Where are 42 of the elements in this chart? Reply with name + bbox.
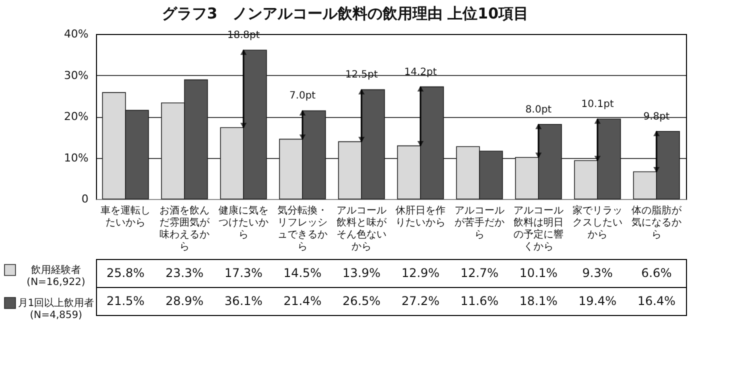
x-tick-label: 休肝日を作りたいから	[396, 206, 446, 228]
data-label: 16.4%	[637, 294, 676, 308]
data-label: 36.1%	[224, 294, 263, 308]
chart-title: グラフ3 ノンアルコール飲料の飲用理由 上位10項目	[162, 4, 529, 22]
x-tick-label: 体の脂肪が気になるから	[632, 204, 682, 240]
data-label: 28.9%	[165, 294, 204, 308]
data-label: 25.8%	[106, 266, 145, 280]
x-tick-label: 健康に気をつけたいから	[218, 204, 268, 240]
x-tick-label: 家でリラックスしたいから	[572, 204, 622, 240]
legend-label: 飲用経験者 (N=16,922)	[26, 264, 86, 288]
data-label: 10.1%	[519, 266, 558, 280]
data-label: 9.3%	[582, 266, 613, 280]
legend-label: 月1回以上飲用者 (N=4,859)	[18, 297, 94, 321]
data-label: 17.3%	[224, 266, 263, 280]
x-tick-label: 気分転換・リフレッシュできるから	[278, 204, 328, 252]
x-tick-label: 車を運転したいから	[100, 204, 150, 228]
y-tick-label: 40%	[64, 28, 88, 40]
data-label: 14.5%	[283, 266, 322, 280]
annotation: 7.0pt	[289, 90, 316, 102]
data-label: 23.3%	[165, 266, 204, 280]
data-label: 21.4%	[283, 294, 322, 308]
x-tick-label: アルコールが苦手だから	[454, 206, 504, 240]
data-label: 12.9%	[401, 266, 440, 280]
data-label: 18.1%	[519, 294, 558, 308]
x-tick-label: アルコール飲料と味がそん色ないから	[336, 206, 388, 252]
data-label: 19.4%	[578, 294, 617, 308]
data-label: 27.2%	[401, 294, 440, 308]
annotation: 10.1pt	[581, 98, 614, 110]
data-label: 26.5%	[342, 294, 381, 308]
data-label: 21.5%	[106, 294, 145, 308]
data-label: 11.6%	[460, 294, 499, 308]
data-label: 6.6%	[641, 266, 672, 280]
annotation: 8.0pt	[525, 104, 552, 116]
y-tick-label: 10%	[64, 151, 88, 164]
x-tick-label: お酒を飲んだ雰囲気が味わえるから	[160, 204, 210, 252]
data-label: 12.7%	[460, 266, 499, 280]
annotation: 14.2pt	[404, 66, 437, 78]
data-label: 13.9%	[342, 266, 381, 280]
y-tick-label: 30%	[64, 68, 88, 82]
y-tick-label: 20%	[64, 110, 88, 123]
x-tick-label: アルコール飲料は明日の予定に響くから	[514, 206, 564, 252]
y-tick-label: 0	[82, 192, 88, 206]
